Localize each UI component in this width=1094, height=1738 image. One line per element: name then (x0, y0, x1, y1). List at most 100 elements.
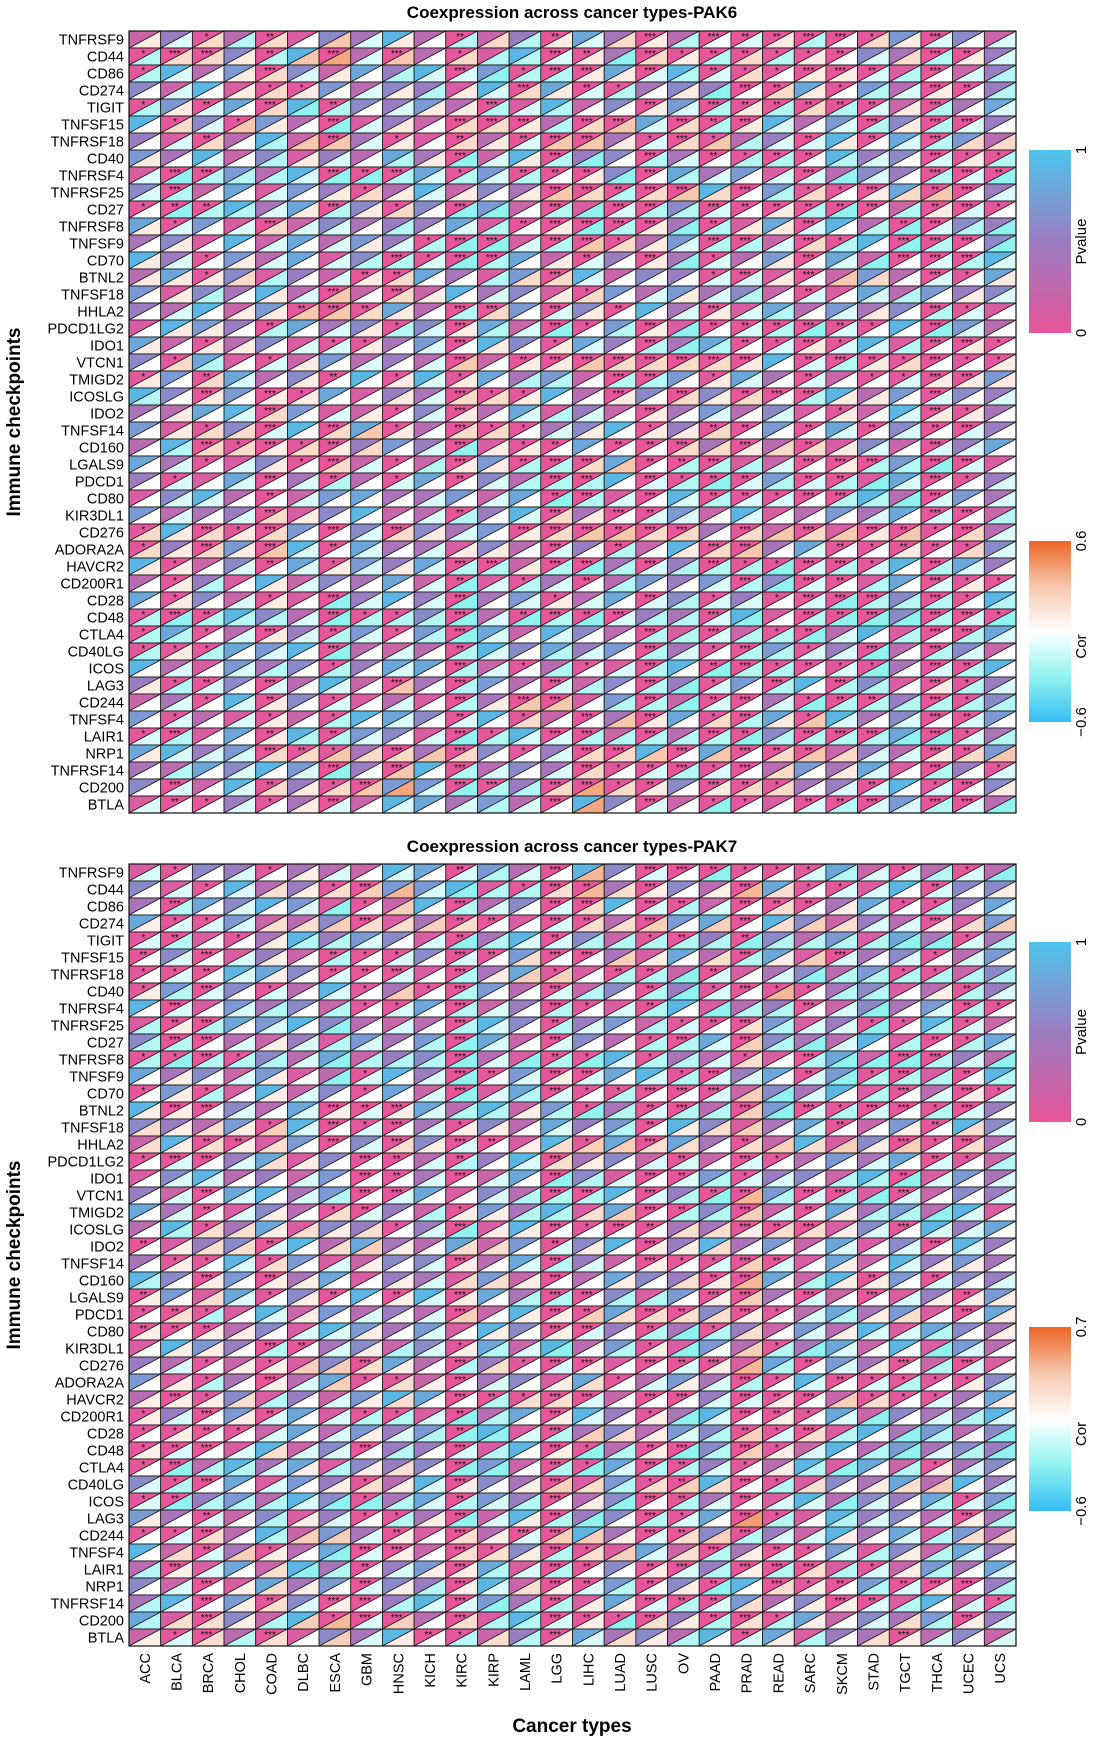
cell-diagonal (160, 30, 193, 49)
heatmap-cell (286, 268, 320, 287)
heatmap-cell (318, 234, 352, 253)
heatmap-cell: *** (730, 523, 763, 542)
significance-stars: *** (676, 355, 688, 366)
significance-stars: * (205, 32, 209, 43)
heatmap-cell: * (223, 523, 257, 542)
heatmap-cell: *** (572, 132, 605, 151)
significance-stars: *** (549, 236, 561, 247)
heatmap-cell (286, 557, 320, 576)
significance-stars: *** (676, 134, 688, 145)
significance-stars: ** (741, 202, 749, 213)
heatmap-cell: ** (793, 472, 827, 491)
significance-stars: * (997, 202, 1001, 213)
heatmap-cell: *** (920, 251, 954, 270)
heatmap-cell (255, 200, 288, 219)
significance-stars: *** (581, 117, 593, 128)
heatmap-cell (762, 353, 795, 372)
heatmap-cell: *** (793, 319, 827, 338)
cell-diagonal (857, 30, 890, 49)
significance-stars: *** (454, 253, 466, 264)
heatmap-cell (983, 285, 1017, 304)
heatmap-cell (762, 132, 795, 151)
cell-diagonal (762, 30, 795, 49)
heatmap-cell (191, 64, 225, 83)
significance-stars: *** (454, 406, 466, 417)
heatmap-cell: * (445, 47, 478, 66)
significance-stars: *** (739, 542, 751, 553)
heatmap-cell (983, 540, 1017, 559)
heatmap-cell: * (160, 115, 193, 134)
significance-stars: ** (710, 321, 718, 332)
heatmap-cell (128, 489, 162, 508)
heatmap-cell (223, 30, 257, 49)
significance-stars: ** (963, 49, 971, 60)
heatmap-cell: *** (540, 472, 573, 491)
significance-stars: * (395, 134, 399, 145)
heatmap-cell (413, 540, 447, 559)
heatmap-cell (413, 506, 447, 525)
heatmap-cell: ** (160, 200, 193, 219)
heatmap-cell (540, 387, 573, 406)
significance-stars: ** (646, 508, 654, 519)
cell-diagonal (762, 47, 795, 66)
heatmap-cell (160, 489, 193, 508)
heatmap-cell (698, 387, 732, 406)
heatmap-cell (698, 404, 732, 423)
heatmap-cell (413, 81, 447, 100)
heatmap-cell: *** (952, 421, 985, 440)
heatmap-cell: *** (540, 523, 573, 542)
heatmap-cell (223, 132, 257, 151)
heatmap-cell (508, 183, 542, 202)
heatmap-cell: *** (635, 64, 668, 83)
heatmap-cell (825, 302, 859, 321)
significance-stars: *** (613, 372, 625, 383)
heatmap-cell (952, 387, 985, 406)
heatmap-cell (667, 234, 700, 253)
significance-stars: *** (644, 321, 656, 332)
significance-stars: * (141, 66, 145, 77)
heatmap-cell (128, 472, 162, 491)
heatmap-cell (445, 183, 478, 202)
significance-stars: *** (644, 185, 656, 196)
heatmap-cell: * (318, 336, 352, 355)
row-label: TNFSF15 (61, 118, 124, 134)
heatmap-cell (888, 557, 922, 576)
cell-diagonal (635, 47, 668, 66)
heatmap-cell: *** (793, 30, 827, 49)
significance-stars: ** (456, 32, 464, 43)
significance-stars: *** (201, 440, 213, 451)
heatmap-cell: ** (762, 200, 795, 219)
heatmap-cell (223, 404, 257, 423)
heatmap-cell (382, 336, 415, 355)
heatmap-cell (128, 217, 162, 236)
heatmap-cell (603, 47, 637, 66)
cell-diagonal (477, 47, 510, 66)
heatmap-cell (413, 64, 447, 83)
heatmap-cell: * (160, 557, 193, 576)
heatmap-cell: *** (540, 506, 573, 525)
heatmap-cell (572, 370, 605, 389)
heatmap-cell (477, 523, 510, 542)
heatmap-cell (477, 268, 510, 287)
significance-stars: ** (583, 253, 591, 264)
significance-stars: *** (961, 372, 973, 383)
significance-stars: ** (868, 355, 876, 366)
heatmap-cell: * (952, 149, 985, 168)
heatmap-cell: *** (920, 506, 954, 525)
heatmap-cell (667, 149, 700, 168)
significance-stars: ** (456, 474, 464, 485)
heatmap-cell: * (857, 30, 890, 49)
significance-stars: ** (551, 168, 559, 179)
heatmap-cell (413, 30, 447, 49)
significance-stars: *** (264, 423, 276, 434)
significance-stars: * (870, 32, 874, 43)
heatmap-cell (223, 387, 257, 406)
heatmap-cell (223, 251, 257, 270)
heatmap-cell (572, 30, 605, 49)
heatmap-cell (952, 217, 985, 236)
heatmap-cell (508, 251, 542, 270)
heatmap-cell (413, 404, 447, 423)
heatmap-cell: * (825, 404, 859, 423)
heatmap-cell: ** (318, 98, 352, 117)
heatmap-cell: ** (350, 166, 383, 185)
